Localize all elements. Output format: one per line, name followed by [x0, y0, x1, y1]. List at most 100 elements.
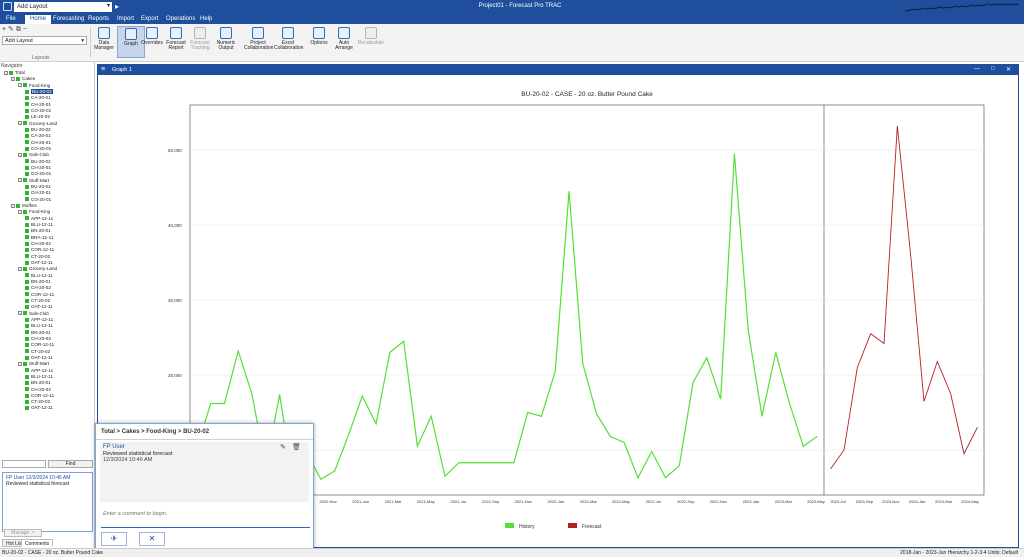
quick-access-dropdown-icon[interactable]: ▸ [115, 2, 120, 11]
tree-node[interactable]: CO-20-01 [25, 171, 51, 177]
menu-export[interactable]: Export [141, 16, 159, 22]
menu-operations[interactable]: Operations [166, 16, 196, 22]
tree-node[interactable]: CO-20-01 [25, 108, 51, 114]
tree-node[interactable]: − Grocery-Land [18, 121, 57, 127]
tree-node[interactable]: COR-12-11 [25, 292, 54, 298]
tree-node[interactable]: BU-20-02 [25, 127, 51, 133]
tree-node[interactable]: BLU-12-11 [25, 273, 53, 279]
tree-node[interactable]: CH-20-02 [25, 336, 51, 342]
menu-home[interactable]: Home [25, 15, 52, 24]
tree-node[interactable]: CA-20-01 [25, 133, 51, 139]
tree-node[interactable]: − Cakes [11, 76, 35, 82]
tree-node[interactable]: BLU-12-11 [25, 222, 53, 228]
tree-node[interactable]: CT-20-02 [25, 399, 50, 405]
tree-node[interactable]: BN-20-01 [25, 228, 51, 234]
maximize-button[interactable]: □ [991, 66, 995, 72]
menu-forecasting[interactable]: Forecasting [53, 16, 85, 22]
send-button[interactable]: ✈ [101, 532, 127, 546]
excel-collaboration-button[interactable]: Excel Collaboration [274, 26, 303, 58]
tree-node[interactable]: BN-20-01 [25, 330, 51, 336]
data-manager-button[interactable]: Data Manager [90, 26, 118, 58]
tree-node[interactable]: − Food-King [18, 209, 50, 215]
tree-node[interactable]: OAT-12-11 [25, 304, 53, 310]
remove-icon[interactable]: − [22, 26, 27, 33]
comment-input-field[interactable] [101, 508, 310, 528]
collapse-icon[interactable]: − [18, 178, 22, 183]
tree-node[interactable]: CH-20-02 [25, 285, 51, 291]
tree-node[interactable]: − Stuff-Mart [18, 178, 49, 184]
tree-node[interactable]: APP-12-11 [25, 368, 53, 374]
find-button[interactable]: Find [48, 460, 93, 468]
collapse-icon[interactable]: − [11, 77, 15, 82]
tree-node[interactable]: OAT-12-11 [25, 260, 53, 266]
collapse-icon[interactable]: − [11, 203, 15, 208]
tree-node[interactable]: − Total [4, 70, 25, 76]
tree-node[interactable]: CO-20-01 [25, 197, 51, 203]
layout-selector[interactable]: Add Layout [14, 2, 112, 12]
tree-node[interactable]: APP-12-11 [25, 317, 53, 323]
auto-arrange-button[interactable]: Auto Arrange [330, 26, 358, 58]
close-button[interactable]: ✕ [1006, 67, 1012, 73]
tree-node[interactable]: COR-12-11 [25, 393, 54, 399]
numeric-output-button[interactable]: Numeric Output [212, 26, 240, 58]
tree-node[interactable]: − Grocery-Land [18, 266, 57, 272]
tree-node[interactable]: − Sals-Club [18, 152, 49, 158]
tree-node[interactable]: CH-20-01 [25, 190, 51, 196]
tree-node[interactable]: CH-20-02 [25, 241, 51, 247]
layout-dropdown[interactable]: Add Layout [2, 36, 87, 45]
tree-node[interactable]: BN-20-01 [25, 380, 51, 386]
collapse-icon[interactable]: − [18, 361, 22, 366]
edit-icon[interactable]: ✎ [8, 26, 14, 33]
save-icon[interactable] [3, 2, 12, 11]
tree-node[interactable]: CH-20-01 [25, 165, 51, 171]
tree-node[interactable]: CO-20-01 [25, 146, 51, 152]
tree-node[interactable]: − Muffins [11, 203, 37, 209]
collapse-icon[interactable]: − [4, 70, 8, 75]
tree-node[interactable]: OAT-12-11 [25, 355, 53, 361]
tree-node[interactable]: BU-20-02 [25, 88, 53, 95]
comment-input[interactable] [103, 511, 303, 517]
recalculate-button[interactable]: Recalculate [357, 26, 385, 58]
menu-import[interactable]: Import [117, 16, 135, 22]
collapse-icon[interactable]: − [18, 210, 22, 215]
tree-node[interactable]: CT-20-02 [25, 349, 50, 355]
trash-icon[interactable]: 🗑 [292, 444, 301, 451]
graph-button[interactable]: Graph [117, 26, 145, 58]
menu-reports[interactable]: Reports [88, 16, 110, 22]
collapse-icon[interactable]: − [18, 153, 22, 158]
tree-node[interactable]: BU-20-02 [25, 184, 51, 190]
tree-node[interactable]: APP-12-11 [25, 216, 53, 222]
collapse-icon[interactable]: − [18, 311, 22, 316]
tree-node[interactable]: − Food-King [18, 83, 50, 89]
manage-button[interactable]: Manage ↗ [4, 529, 42, 537]
tree-node[interactable]: LE-20-02 [25, 114, 50, 120]
tree-node[interactable]: CA-20-01 [25, 95, 51, 101]
tab-comments[interactable]: Comments [21, 539, 54, 547]
tree-node[interactable]: COR-12-11 [25, 247, 54, 253]
add-icon[interactable]: + [2, 26, 7, 33]
copy-icon[interactable]: ⧉ [15, 26, 21, 33]
tree-node[interactable]: BRA-12-11 [25, 235, 53, 241]
tree-node[interactable]: − Sals-Club [18, 311, 49, 317]
options-button[interactable]: Options [305, 26, 333, 58]
tree-node[interactable]: COR-12-11 [25, 342, 54, 348]
collapse-icon[interactable]: − [18, 267, 22, 271]
tree-node[interactable]: CH-20-02 [25, 387, 51, 393]
project-collaboration-button[interactable]: Project Collaboration [244, 26, 273, 58]
minimize-button[interactable]: — [974, 66, 980, 72]
tree-node[interactable]: BLU-12-11 [25, 374, 53, 380]
collapse-icon[interactable]: − [18, 83, 22, 88]
cancel-button[interactable]: ✕ [139, 532, 165, 546]
collapse-icon[interactable]: − [18, 121, 22, 126]
tree-node[interactable]: BU-20-02 [25, 159, 51, 165]
menu-help[interactable]: Help [200, 16, 213, 22]
tree-node[interactable]: BN-20-01 [25, 279, 51, 285]
tree-node[interactable]: CT-20-02 [25, 298, 50, 304]
tree-node[interactable]: BLU-12-11 [25, 323, 53, 329]
tree-node[interactable]: CH-20-01 [25, 140, 51, 146]
pencil-icon[interactable]: ✎ [280, 444, 286, 451]
window-menu-icon[interactable]: ≡ [101, 66, 106, 73]
tree-node[interactable]: OAT-12-11 [25, 405, 53, 411]
tree-node[interactable]: − Stuff-Mart [18, 361, 49, 367]
menu-file[interactable]: File [6, 16, 16, 22]
